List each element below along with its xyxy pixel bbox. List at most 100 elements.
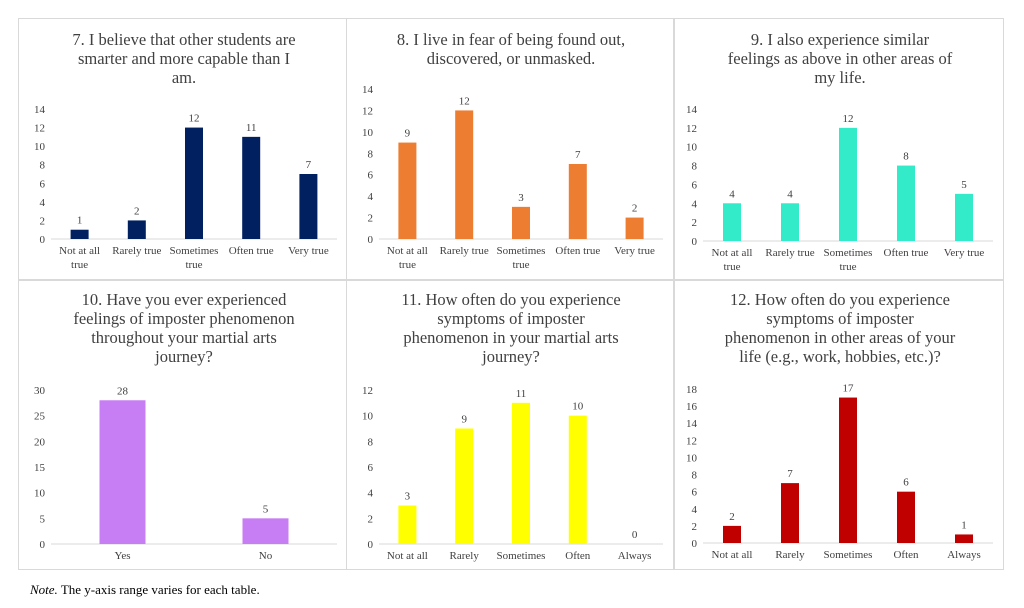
chart-title-line: my life. bbox=[814, 68, 865, 87]
y-tick-label: 8 bbox=[692, 161, 698, 173]
chart-svg-8: 8. I live in fear of being found out,dis… bbox=[362, 30, 663, 271]
y-tick-label: 10 bbox=[686, 142, 698, 154]
y-tick-label: 6 bbox=[692, 487, 698, 499]
data-label: 12 bbox=[459, 95, 470, 107]
x-tick-label: true bbox=[512, 259, 529, 271]
data-label: 17 bbox=[843, 383, 855, 395]
data-label: 8 bbox=[903, 151, 909, 163]
chart-title-line: smarter and more capable than I bbox=[78, 49, 290, 68]
y-tick-label: 10 bbox=[362, 127, 374, 139]
y-tick-label: 30 bbox=[34, 385, 46, 397]
y-tick-label: 0 bbox=[368, 234, 374, 246]
x-tick-label: Yes bbox=[114, 550, 130, 562]
chart-panel-7: 7. I believe that other students are smar… bbox=[18, 18, 348, 280]
data-label: 2 bbox=[134, 205, 140, 217]
data-label: 2 bbox=[729, 511, 735, 523]
chart-panel-11: 11. How often do you experience symptoms … bbox=[346, 280, 674, 570]
data-label: 2 bbox=[632, 203, 638, 215]
y-tick-label: 10 bbox=[362, 411, 374, 423]
chart-panel-12: 12. How often do you experience symptoms … bbox=[674, 280, 1004, 570]
chart-title-line: 10. Have you ever experienced bbox=[82, 290, 288, 309]
bar bbox=[955, 534, 973, 543]
x-tick-label: Very true bbox=[288, 245, 329, 257]
y-tick-label: 0 bbox=[692, 236, 698, 248]
bar bbox=[242, 518, 289, 544]
note-label: Note. bbox=[30, 582, 58, 597]
chart-title-line: life (e.g., work, hobbies, etc.)? bbox=[739, 347, 941, 366]
chart-title-line: throughout your martial arts bbox=[91, 328, 277, 347]
data-label: 9 bbox=[461, 414, 467, 426]
y-tick-label: 12 bbox=[362, 385, 373, 397]
data-label: 3 bbox=[518, 192, 524, 204]
y-tick-label: 4 bbox=[40, 197, 46, 209]
bar bbox=[99, 400, 146, 544]
data-label: 0 bbox=[632, 529, 638, 541]
x-tick-label: No bbox=[259, 550, 273, 562]
x-tick-label: Always bbox=[947, 549, 981, 561]
bar bbox=[299, 174, 318, 239]
bar bbox=[455, 428, 474, 544]
y-tick-label: 4 bbox=[692, 504, 698, 516]
data-label: 5 bbox=[961, 179, 967, 191]
x-tick-label: true bbox=[185, 259, 202, 271]
bar bbox=[723, 525, 741, 543]
chart-title-line: feelings as above in other areas of bbox=[728, 49, 953, 68]
x-tick-label: Not at all bbox=[387, 550, 428, 562]
x-tick-label: true bbox=[399, 259, 416, 271]
bar bbox=[781, 483, 799, 543]
data-label: 7 bbox=[306, 159, 312, 171]
y-tick-label: 8 bbox=[368, 436, 374, 448]
y-tick-label: 14 bbox=[34, 104, 46, 116]
bar bbox=[955, 193, 973, 241]
bar bbox=[127, 220, 146, 239]
x-tick-label: Rarely bbox=[775, 549, 805, 561]
y-tick-label: 10 bbox=[686, 452, 698, 464]
y-tick-label: 0 bbox=[40, 234, 46, 246]
bar bbox=[568, 415, 587, 544]
x-tick-label: Sometimes bbox=[497, 550, 546, 562]
chart-svg-12: 12. How often do you experiencesymptoms … bbox=[686, 290, 993, 561]
x-tick-label: Sometimes bbox=[497, 245, 546, 257]
x-tick-label: Sometimes bbox=[824, 549, 873, 561]
y-tick-label: 0 bbox=[692, 538, 698, 550]
chart-title-line: 8. I live in fear of being found out, bbox=[397, 30, 625, 49]
y-tick-label: 2 bbox=[40, 215, 46, 227]
y-tick-label: 0 bbox=[368, 539, 374, 551]
y-tick-label: 12 bbox=[686, 435, 697, 447]
y-tick-label: 2 bbox=[368, 213, 374, 225]
data-label: 4 bbox=[787, 188, 793, 200]
data-label: 5 bbox=[263, 503, 269, 515]
bar bbox=[70, 229, 89, 239]
x-tick-label: true bbox=[723, 261, 740, 273]
data-label: 11 bbox=[246, 122, 257, 134]
chart-title-line: journey? bbox=[481, 347, 540, 366]
chart-panel-9: 9. I also experience similar feelings as … bbox=[674, 18, 1004, 280]
data-label: 9 bbox=[405, 128, 411, 140]
bar bbox=[512, 206, 530, 239]
y-tick-label: 6 bbox=[368, 170, 374, 182]
bar bbox=[185, 127, 203, 239]
chart-panel-10: 10. Have you ever experienced feelings of… bbox=[18, 280, 348, 570]
y-tick-label: 10 bbox=[34, 488, 46, 500]
data-label: 7 bbox=[575, 149, 581, 161]
figure-note: Note. The y-axis range varies for each t… bbox=[30, 582, 260, 598]
data-label: 1 bbox=[961, 519, 967, 531]
data-label: 10 bbox=[572, 401, 584, 413]
y-tick-label: 16 bbox=[686, 401, 698, 413]
bar bbox=[568, 164, 587, 239]
x-tick-label: Very true bbox=[614, 245, 655, 257]
chart-svg-11: 11. How often do you experiencesymptoms … bbox=[362, 290, 663, 562]
x-tick-label: Often true bbox=[884, 247, 929, 259]
y-tick-label: 20 bbox=[34, 436, 46, 448]
x-tick-label: true bbox=[71, 259, 88, 271]
x-tick-label: Not at all bbox=[712, 549, 753, 561]
chart-title-line: 7. I believe that other students are bbox=[72, 30, 295, 49]
x-tick-label: Very true bbox=[944, 247, 985, 259]
y-tick-label: 8 bbox=[692, 470, 698, 482]
bar bbox=[839, 127, 857, 241]
y-tick-label: 5 bbox=[40, 513, 46, 525]
y-tick-label: 6 bbox=[40, 178, 46, 190]
y-tick-label: 12 bbox=[686, 123, 697, 135]
y-tick-label: 14 bbox=[686, 104, 698, 116]
